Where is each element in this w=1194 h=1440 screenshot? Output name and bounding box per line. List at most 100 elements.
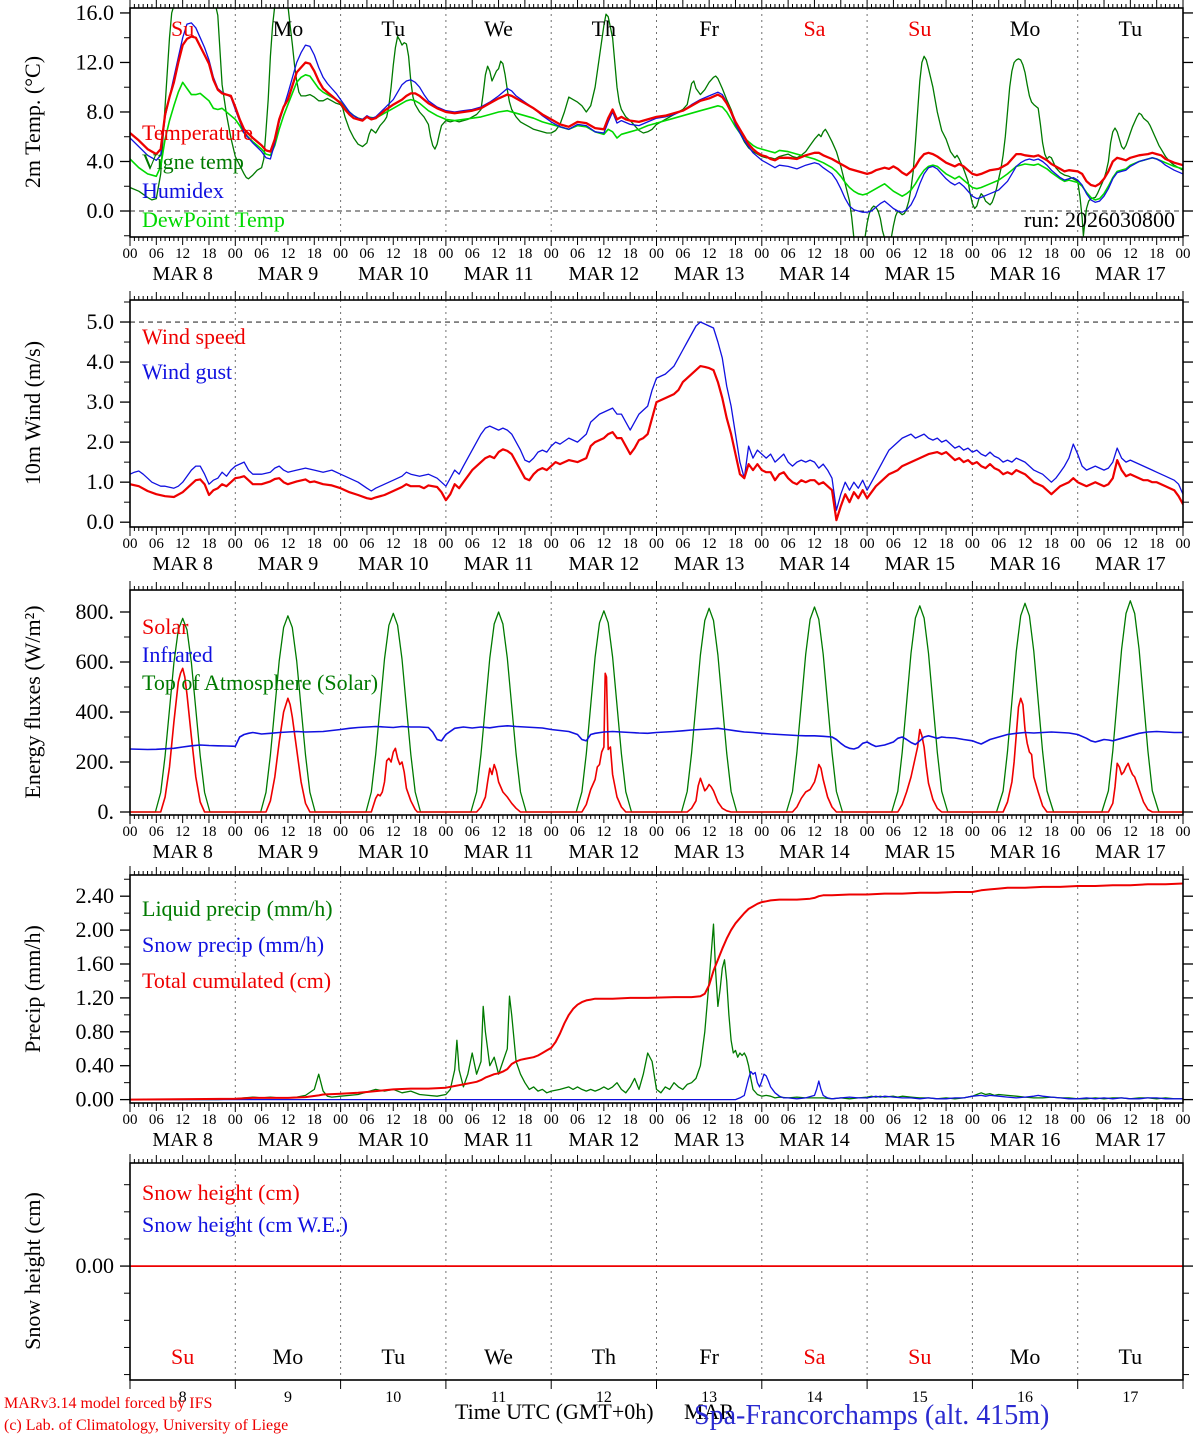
legend-snow-precip-mm-h-: Snow precip (mm/h) xyxy=(142,932,324,957)
legend-total-cumulated-cm-: Total cumulated (cm) xyxy=(142,968,331,993)
hour-label: 18 xyxy=(201,536,216,552)
hour-label: 00 xyxy=(123,1112,138,1128)
date-label: MAR 15 xyxy=(884,1129,955,1151)
date-label: MAR 11 xyxy=(464,263,534,285)
hour-label: 18 xyxy=(201,824,216,840)
date-label: MAR 16 xyxy=(990,553,1061,575)
series-line-total-cumulated-cm- xyxy=(130,882,1183,1101)
series-line-dewpoint-temp xyxy=(130,74,1183,201)
hour-label: 12 xyxy=(912,536,927,552)
hour-label: 06 xyxy=(781,1112,797,1128)
hour-label: 18 xyxy=(517,824,532,840)
hour-label: 12 xyxy=(491,1112,506,1128)
date-label: MAR 13 xyxy=(674,841,745,863)
legend-vigne-temp: Vigne temp xyxy=(142,149,244,174)
series-line-wind-speed xyxy=(130,365,1183,522)
date-label: MAR 8 xyxy=(152,1129,213,1151)
date-label: MAR 9 xyxy=(258,553,319,575)
y-tick-label: 2.00 xyxy=(76,917,115,942)
hour-label: 12 xyxy=(386,824,401,840)
y-title-precip: Precip (mm/h) xyxy=(20,925,45,1053)
hour-label: 00 xyxy=(438,824,453,840)
hour-label: 18 xyxy=(623,824,638,840)
date-label: MAR 16 xyxy=(990,841,1061,863)
series-line-infrared xyxy=(130,725,1183,751)
hour-label: 00 xyxy=(1070,246,1085,262)
hour-label: 18 xyxy=(412,1112,427,1128)
hour-label: 18 xyxy=(1044,1112,1059,1128)
date-label: MAR 14 xyxy=(779,263,850,285)
day-number-label: 9 xyxy=(284,1389,292,1406)
hour-label: 12 xyxy=(596,824,611,840)
hour-label: 06 xyxy=(1097,1112,1113,1128)
hour-label: 06 xyxy=(465,536,481,552)
hour-label: 00 xyxy=(1176,824,1191,840)
hour-label: 00 xyxy=(228,1112,243,1128)
station-title: Spa-Francorchamps (alt. 415m) xyxy=(694,1400,1049,1431)
hour-label: 12 xyxy=(1123,824,1138,840)
hour-label: 18 xyxy=(517,1112,532,1128)
hour-label: 18 xyxy=(728,824,743,840)
hour-label: 18 xyxy=(1149,536,1164,552)
hour-label: 12 xyxy=(912,1112,927,1128)
hour-label: 00 xyxy=(123,824,138,840)
hour-label: 00 xyxy=(754,1112,769,1128)
hour-label: 12 xyxy=(491,824,506,840)
hour-label: 18 xyxy=(1044,824,1059,840)
panel-precip: 0.00 0.40 0.80 1.20 1.60 2.00 2.40 00 06 12 18 00 06… xyxy=(76,866,1193,1151)
weekday-label: Th xyxy=(592,1344,616,1369)
hour-label: 00 xyxy=(333,536,348,552)
date-label: MAR 9 xyxy=(258,1129,319,1151)
day-number-label: 10 xyxy=(385,1389,401,1406)
y-tick-label: 3.0 xyxy=(87,389,115,414)
hour-label: 00 xyxy=(228,246,243,262)
y-tick-label: 600. xyxy=(76,649,115,674)
hour-label: 12 xyxy=(491,246,506,262)
legend-dewpoint-temp: DewPoint Temp xyxy=(142,207,285,232)
hour-label: 00 xyxy=(754,824,769,840)
panel-energy: 0. 200. 400. 600. 800. 00 06 12 18 00 06 12 18 00 06 12… xyxy=(76,581,1193,863)
hour-label: 18 xyxy=(939,824,954,840)
hour-label: 00 xyxy=(544,824,559,840)
hour-label: 06 xyxy=(991,1112,1007,1128)
hour-label: 18 xyxy=(728,536,743,552)
hour-label: 12 xyxy=(807,1112,822,1128)
y-tick-label: 2.0 xyxy=(87,429,115,454)
hour-label: 18 xyxy=(1044,536,1059,552)
hour-label: 18 xyxy=(939,536,954,552)
hour-label: 00 xyxy=(544,246,559,262)
hour-label: 00 xyxy=(438,536,453,552)
model-credit: MARv3.14 model forced by IFS xyxy=(4,1395,212,1412)
panel-temperature: 0.0 4.0 8.0 12.0 16.0 00 06 12 18 00 06 12 18 00 06 12 1… xyxy=(76,0,1193,285)
hour-label: 12 xyxy=(912,246,927,262)
hour-label: 00 xyxy=(965,246,980,262)
hour-label: 06 xyxy=(254,536,270,552)
hour-label: 18 xyxy=(412,824,427,840)
hour-label: 18 xyxy=(307,246,322,262)
y-title-temperature: 2m Temp. (°C) xyxy=(20,56,45,188)
hour-label: 00 xyxy=(438,1112,453,1128)
hour-label: 18 xyxy=(201,246,216,262)
hour-label: 06 xyxy=(1097,824,1113,840)
hour-label: 12 xyxy=(1123,536,1138,552)
hour-label: 12 xyxy=(702,536,717,552)
date-label: MAR 10 xyxy=(358,1129,429,1151)
hour-label: 12 xyxy=(1018,536,1033,552)
hour-label: 18 xyxy=(307,1112,322,1128)
weekday-label: Sa xyxy=(803,16,825,41)
hour-label: 12 xyxy=(1018,824,1033,840)
hour-label: 18 xyxy=(307,536,322,552)
legend-wind-speed: Wind speed xyxy=(142,324,246,349)
hour-label: 00 xyxy=(860,824,875,840)
hour-label: 12 xyxy=(596,1112,611,1128)
hour-label: 12 xyxy=(702,246,717,262)
hour-label: 18 xyxy=(307,824,322,840)
date-label: MAR 13 xyxy=(674,553,745,575)
hour-label: 12 xyxy=(175,246,190,262)
x-axis-title: Time UTC (GMT+0h) xyxy=(455,1399,654,1424)
day-number-label: 11 xyxy=(491,1389,506,1406)
hour-label: 12 xyxy=(386,246,401,262)
hour-label: 00 xyxy=(333,1112,348,1128)
weekday-label: Mo xyxy=(1010,16,1041,41)
legend-snow-height-cm-: Snow height (cm) xyxy=(142,1180,300,1205)
